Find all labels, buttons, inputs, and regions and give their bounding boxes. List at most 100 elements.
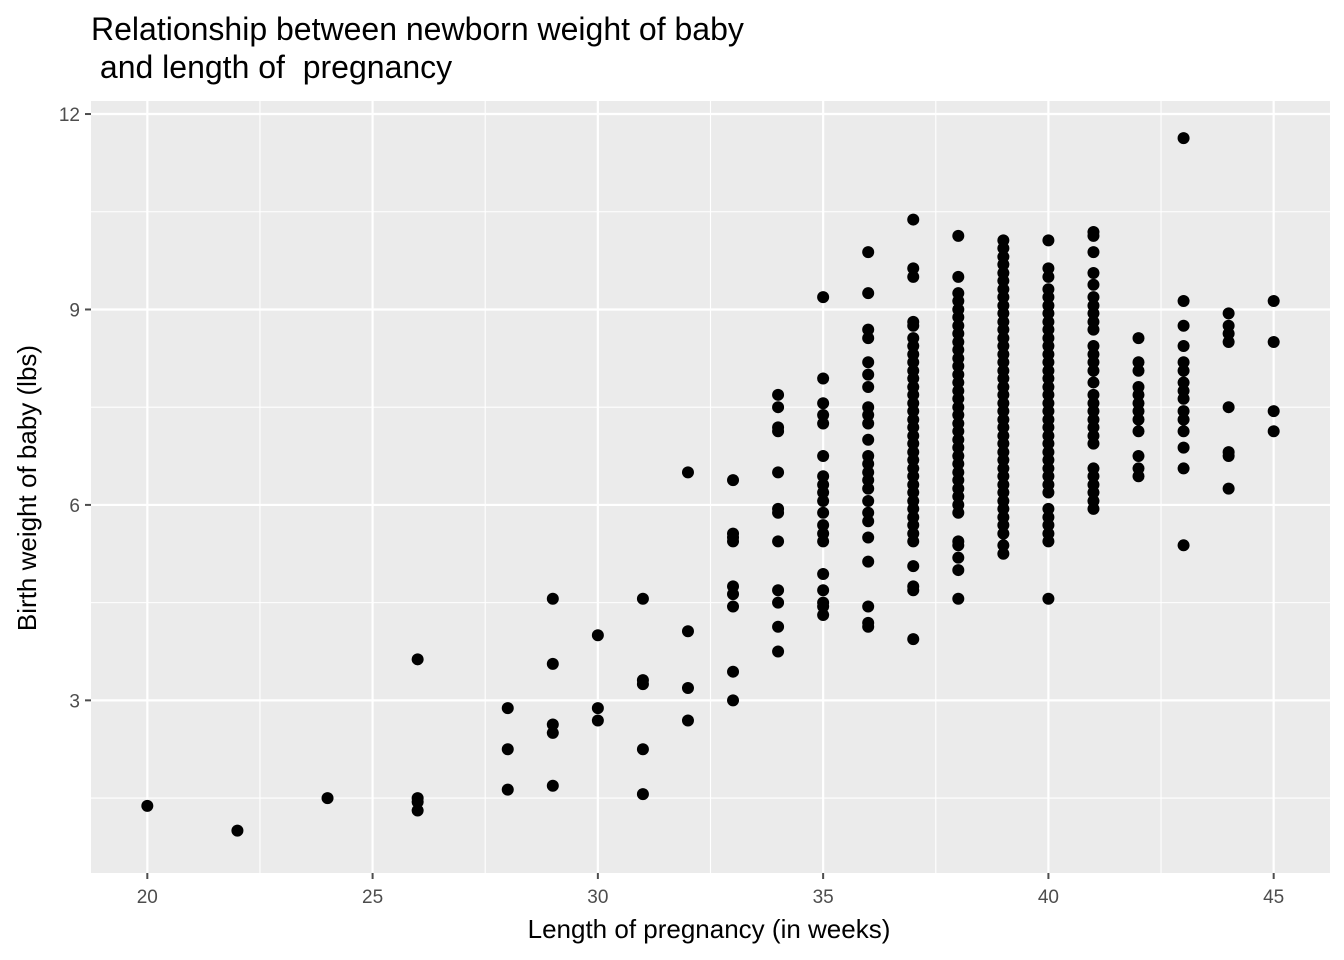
data-point [817,417,830,430]
data-point [862,506,875,519]
data-point [1042,421,1055,434]
x-tick-label: 35 [813,887,834,908]
data-point [997,519,1010,532]
data-point [1087,364,1100,377]
data-point [907,519,920,532]
data-point [681,625,694,638]
data-point [952,441,965,454]
data-point [907,502,920,515]
data-point [1087,502,1100,515]
data-point [1042,372,1055,385]
data-point [817,519,830,532]
data-point [862,495,875,508]
data-point [817,495,830,508]
data-point [1042,262,1055,275]
data-point [952,229,965,242]
data-point [907,372,920,385]
data-point [997,539,1010,552]
data-point [1222,450,1235,463]
data-point [772,535,785,548]
data-point [862,620,875,633]
data-point [546,718,559,731]
data-point [1222,482,1235,495]
data-point [411,795,424,808]
data-point [1087,388,1100,401]
data-point [727,665,740,678]
data-point [1132,425,1145,438]
data-point [772,620,785,633]
data-point [907,470,920,483]
x-tick-label: 40 [1038,887,1059,908]
data-point [772,596,785,609]
data-point [997,372,1010,385]
y-tick-label: 12 [59,105,80,126]
x-tick-label: 25 [362,887,383,908]
data-point [862,474,875,487]
data-point [1042,405,1055,418]
data-point [907,453,920,466]
data-point [952,327,965,340]
data-point [907,405,920,418]
data-point [1177,441,1190,454]
data-point [1087,486,1100,499]
data-point [1177,319,1190,332]
data-point [907,339,920,352]
data-point [952,490,965,503]
data-point [1087,421,1100,434]
data-point [997,291,1010,304]
data-point [907,584,920,597]
data-point [1132,356,1145,369]
data-point [997,388,1010,401]
y-tick-label: 6 [69,496,80,517]
data-point [727,535,740,548]
data-point [997,258,1010,271]
data-point [817,470,830,483]
data-point [1177,295,1190,308]
data-point [997,547,1010,560]
data-point [907,633,920,646]
data-point [1042,502,1055,515]
data-point [636,743,649,756]
data-point [1042,270,1055,283]
data-point [1267,405,1280,418]
data-point [1132,364,1145,377]
x-tick-label: 30 [587,887,608,908]
data-point [862,482,875,495]
data-point [1087,266,1100,279]
data-point [591,714,604,727]
data-point [907,213,920,226]
data-point [1087,278,1100,291]
data-point [862,457,875,470]
data-point [1042,470,1055,483]
data-point [1177,539,1190,552]
data-point [817,535,830,548]
data-points [141,132,1280,837]
data-point [952,343,965,356]
data-point [636,788,649,801]
data-point [1177,462,1190,475]
data-point [727,600,740,613]
data-point [501,783,514,796]
data-point [727,474,740,487]
data-point [1132,388,1145,401]
data-point [907,262,920,275]
data-point [952,376,965,389]
data-point [1222,336,1235,349]
data-point [1132,413,1145,426]
data-point [1042,307,1055,320]
data-point [997,356,1010,369]
data-point [1222,327,1235,340]
data-point [1042,339,1055,352]
data-point [1177,376,1190,389]
data-point [411,804,424,817]
data-point [817,600,830,613]
data-point [141,799,154,812]
data-point [772,388,785,401]
data-point [1087,405,1100,418]
data-point [952,409,965,422]
data-point [817,372,830,385]
data-point [817,397,830,410]
data-point [1087,437,1100,450]
data-point [411,653,424,666]
data-point [1042,234,1055,247]
